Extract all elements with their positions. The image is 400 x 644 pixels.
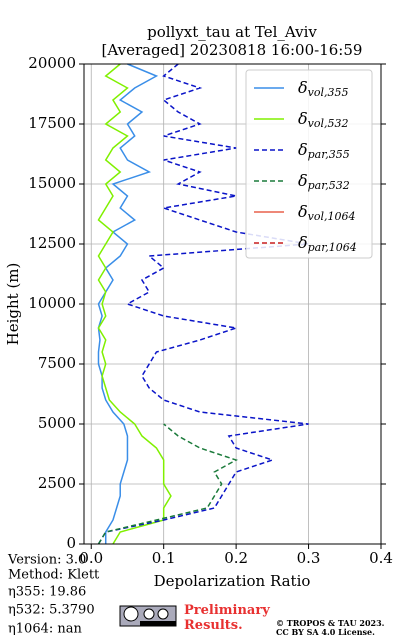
x-tick-label: 0.4 [369, 549, 393, 567]
y-tick-label: 12500 [28, 234, 76, 252]
info: Method: Klett [8, 568, 100, 583]
info: η532: 5.3790 [8, 603, 95, 618]
series-line [97, 423, 238, 545]
y-tick-label: 10000 [28, 294, 76, 312]
legend-label: δpar,1064 [298, 233, 357, 255]
plot-frame [83, 63, 382, 545]
y-axis-label: Height (m) [4, 263, 22, 346]
chart-title: pollyxt_tau at Tel_Aviv [147, 23, 317, 41]
series-line [97, 63, 172, 545]
y-tick-label: 15000 [28, 174, 76, 192]
x-tick-label: 0.3 [297, 549, 321, 567]
info: η355: 19.86 [8, 585, 86, 600]
y-tick-label: 5000 [38, 414, 76, 432]
x-axis-label: Depolarization Ratio [154, 572, 311, 590]
legend-label: δvol,355 [298, 78, 349, 100]
y-tick-label: 2500 [38, 474, 76, 492]
legend-label: δvol,1064 [298, 202, 356, 224]
info: η1064: nan [8, 622, 83, 637]
chart-title: [Averaged] 20230818 16:00-16:59 [102, 41, 363, 59]
info: Version: 3.0 [7, 553, 86, 568]
x-tick-label: 0.2 [224, 549, 248, 567]
y-tick-label: 20000 [28, 54, 76, 72]
copyright: © TROPOS & TAU 2023. [276, 618, 385, 628]
copyright: CC BY SA 4.0 License. [276, 627, 375, 637]
y-tick-label: 17500 [28, 114, 76, 132]
x-tick-label: 0.1 [152, 549, 176, 567]
cc-logo [119, 605, 177, 627]
notice: Preliminary Results. [184, 603, 274, 633]
series-line [97, 63, 159, 544]
y-tick-label: 7500 [38, 354, 76, 372]
series-line [97, 63, 309, 545]
y-tick-label: 0 [66, 534, 76, 552]
legend-label: δpar,355 [298, 140, 350, 162]
legend-label: δpar,532 [298, 171, 350, 193]
legend-label: δvol,532 [298, 109, 349, 131]
x-tick-label: 0.0 [79, 549, 103, 567]
legend-box [245, 69, 373, 259]
